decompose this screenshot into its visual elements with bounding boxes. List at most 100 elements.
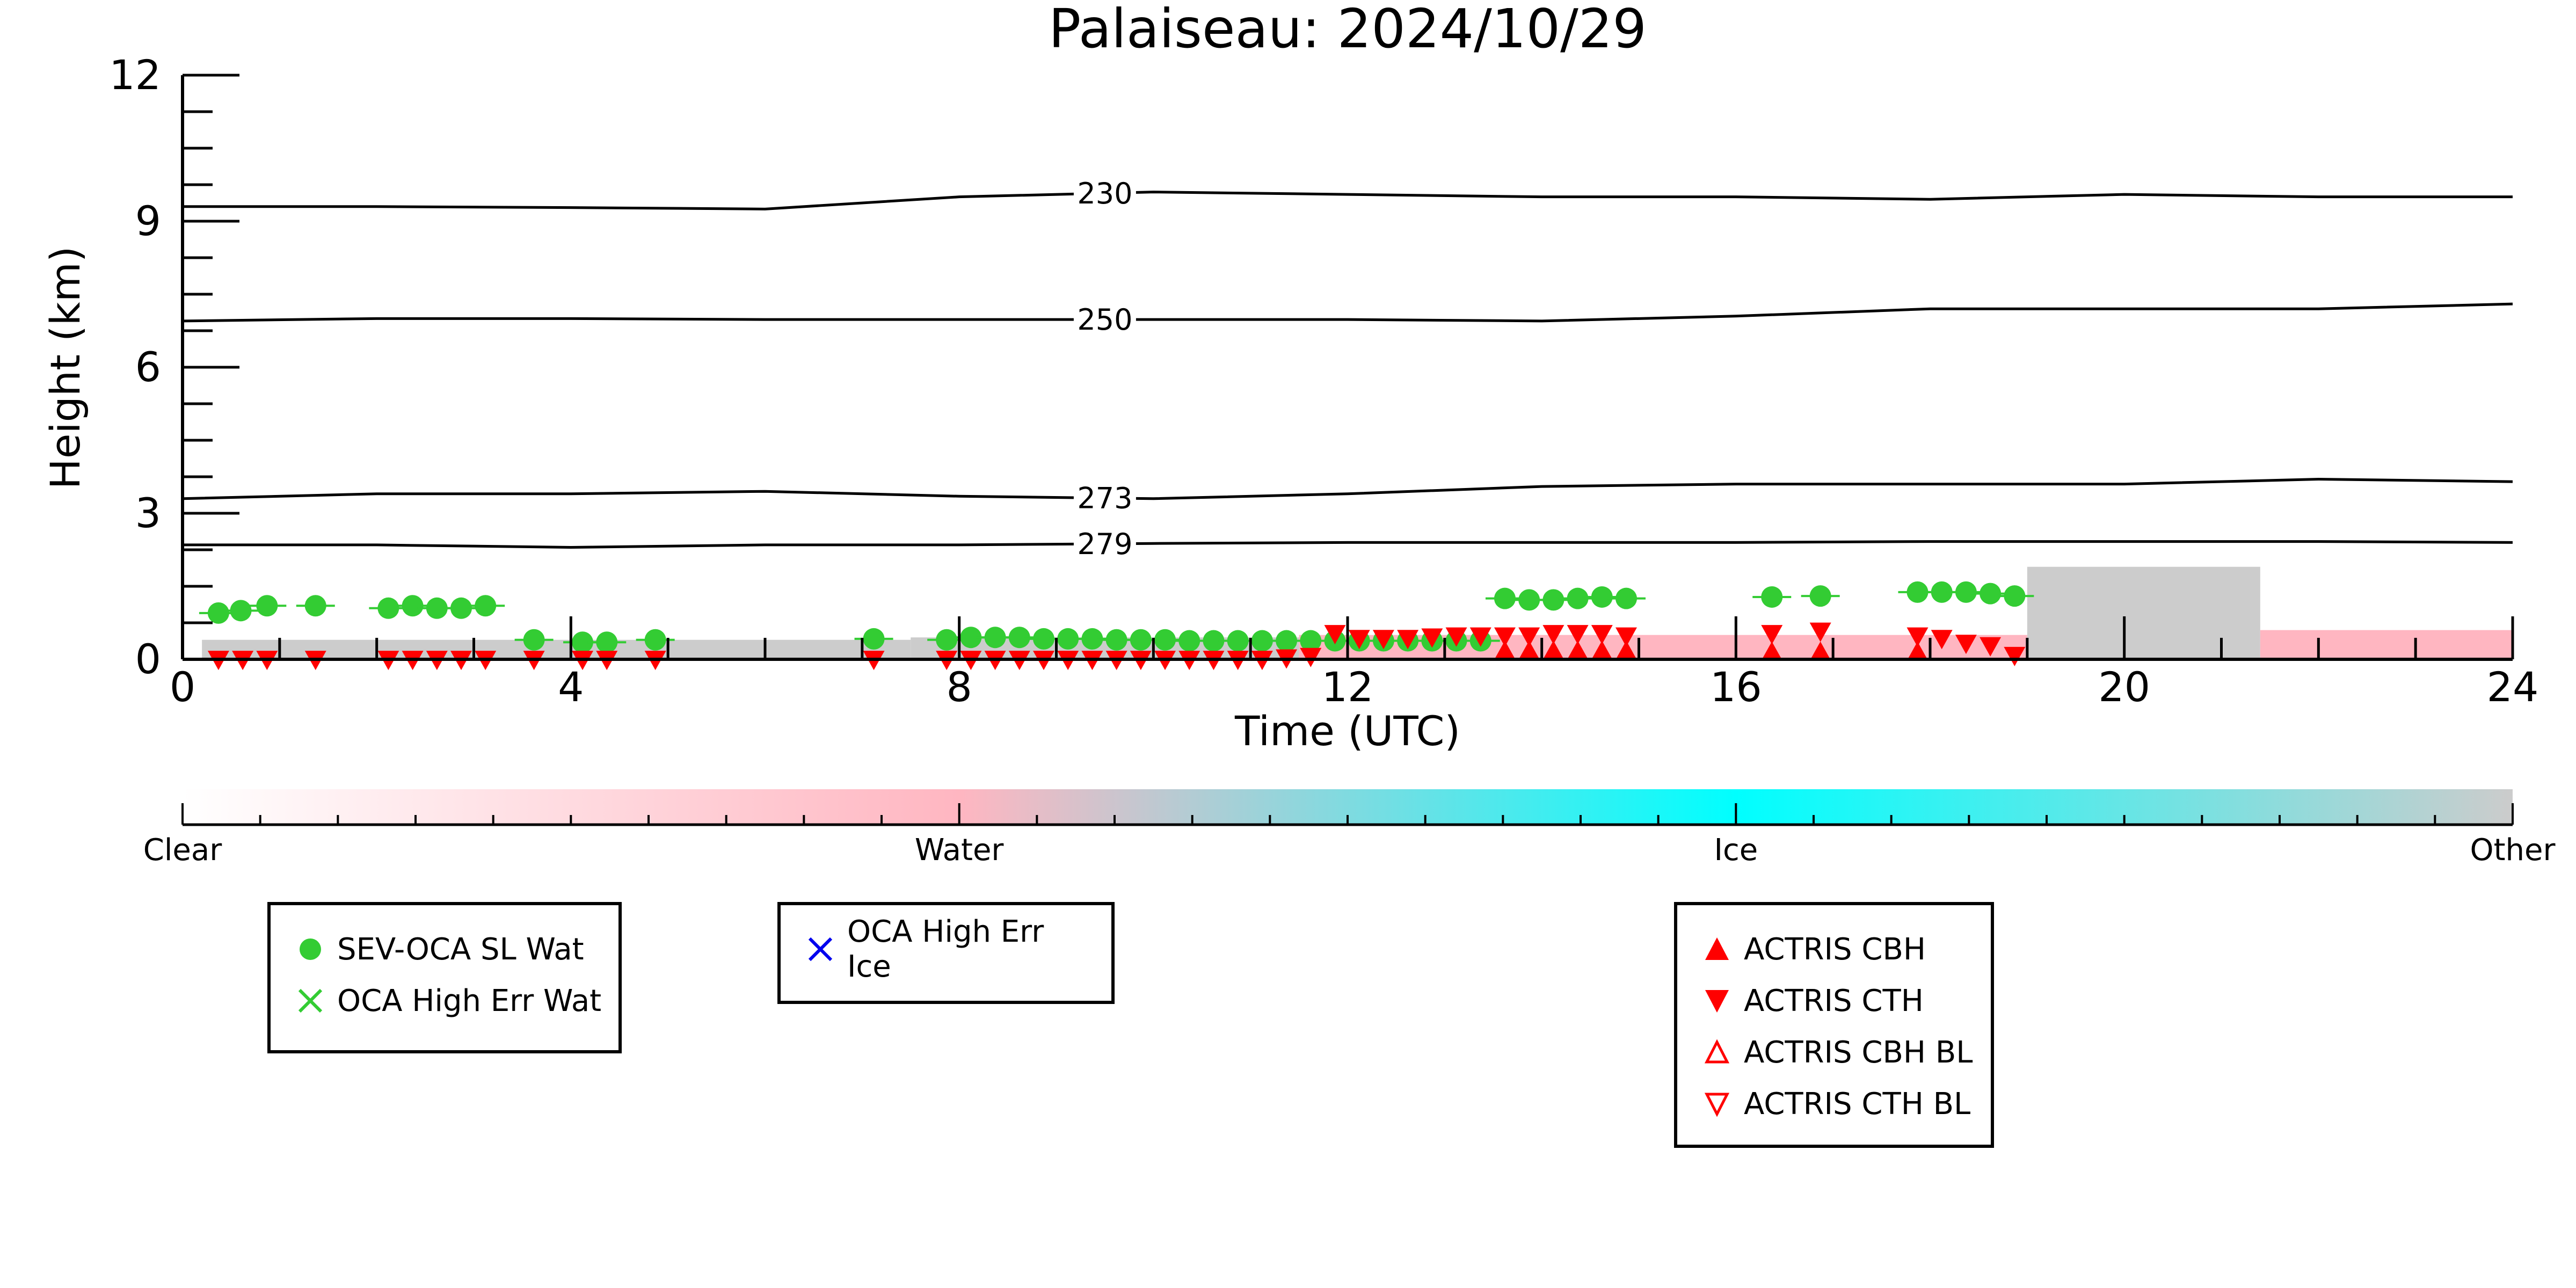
sev-oca-sl-wat-point [1761, 586, 1783, 608]
actris-cth-point [1494, 627, 1516, 647]
actris-cth-point [1615, 627, 1637, 647]
isotherm-line-273 [182, 478, 2513, 500]
sev-oca-sl-wat-point [304, 595, 326, 617]
sev-oca-sl-wat-point [1931, 581, 1953, 603]
isotherm-label-279: 279 [1077, 527, 1132, 561]
sev-oca-sl-wat-point [377, 597, 399, 619]
sev-oca-sl-wat-point [1178, 630, 1200, 652]
legend-oca-ice: OCA High Err Ice [777, 902, 1115, 1004]
isotherm-line-250 [182, 302, 2513, 323]
actris-cth-point [1445, 627, 1467, 647]
sev-oca-sl-wat-point [1008, 627, 1030, 649]
sev-oca-sl-wat-point [1518, 589, 1540, 611]
x-tick-label: 4 [558, 663, 584, 711]
actris-cbh-point [1615, 641, 1637, 660]
colorbar-label-water: Water [915, 833, 1005, 868]
sev-oca-sl-wat-point [1980, 583, 2002, 605]
actris-cth-point [1348, 630, 1370, 650]
actris-cth-point [1761, 625, 1783, 645]
sev-oca-sl-wat-point [1567, 587, 1589, 609]
actris-cth-point [1300, 647, 1322, 667]
actris-cbh-point [1567, 641, 1589, 660]
blue-x-marker-icon [808, 937, 833, 962]
sev-oca-sl-wat-point [426, 597, 448, 619]
legend-oca-water: SEV-OCA SL Wat OCA High Err Wat [267, 902, 622, 1053]
isotherm-label-bg [1073, 482, 1136, 514]
cloud-class-band-water [2260, 630, 2513, 659]
actris-cth-point [1591, 625, 1613, 645]
green-circle-marker-icon [300, 938, 321, 960]
actris-cbh-point [1542, 641, 1564, 660]
sev-oca-sl-wat-point [1276, 630, 1298, 652]
red-triangle-up-open-icon [1704, 1039, 1730, 1064]
y-tick-label: 0 [135, 635, 161, 683]
sev-oca-sl-wat-point [1906, 581, 1929, 603]
sev-oca-sl-wat-point [1130, 629, 1152, 651]
sev-oca-sl-wat-point [1300, 630, 1322, 652]
sev-oca-sl-wat-point [1955, 581, 1977, 603]
sev-oca-sl-wat-point [402, 595, 424, 617]
sev-oca-sl-wat-point [256, 595, 278, 617]
actris-cbh-point [1591, 641, 1613, 660]
sev-oca-sl-wat-point [1809, 585, 1831, 607]
sev-oca-sl-wat-point [475, 595, 497, 617]
sev-oca-sl-wat-point [596, 631, 618, 653]
sev-oca-sl-wat-point [523, 629, 545, 651]
legend-label: ACTRIS CTH [1744, 983, 1924, 1018]
plot-area: 230 250 273 279 0 3 6 9 12 0 4 8 12 16 20 24 [109, 51, 2538, 711]
x-tick-label: 16 [1710, 663, 1762, 711]
actris-cth-point [1542, 625, 1564, 645]
actris-cth-point [1324, 625, 1346, 645]
sev-oca-sl-wat-point [230, 600, 252, 622]
chart-title: Palaiseau: 2024/10/29 [1049, 0, 1647, 60]
isotherm-label-230: 230 [1077, 177, 1132, 210]
sev-oca-sl-wat-point [644, 629, 666, 651]
legend-label: SEV-OCA SL Wat [337, 932, 584, 967]
legend-entry-actris-cbh: ACTRIS CBH [1702, 923, 1975, 975]
legend-entry-oca-high-err-ice: OCA High Err Ice [805, 914, 1095, 984]
legend-entry-sev-oca-sl-wat: SEV-OCA SL Wat [295, 923, 602, 975]
sev-oca-sl-wat-point [1542, 589, 1564, 611]
actris-cbh-point [1761, 641, 1783, 661]
colorbar-label-clear: Clear [143, 833, 222, 868]
legend-label: ACTRIS CTH BL [1744, 1086, 1971, 1122]
sev-oca-sl-wat-point [863, 628, 885, 650]
y-tick-label: 3 [135, 489, 161, 537]
x-tick-label: 20 [2098, 663, 2150, 711]
actris-cth-point [1397, 630, 1419, 650]
sev-oca-sl-wat-point [1057, 628, 1079, 650]
actris-cth-point [1906, 627, 1929, 647]
x-tick-label: 12 [1322, 663, 1374, 711]
red-triangle-up-icon [1705, 937, 1729, 960]
legend-entry-actris-cth: ACTRIS CTH [1702, 975, 1975, 1027]
legend-entry-oca-high-err-wat: OCA High Err Wat [295, 975, 602, 1027]
legend-label: ACTRIS CBH [1744, 932, 1926, 967]
actris-cbh-point [1809, 641, 1831, 661]
colorbar-label-other: Other [2470, 833, 2556, 868]
x-tick-label: 8 [946, 663, 972, 711]
sev-oca-sl-wat-point [1105, 629, 1127, 651]
sev-oca-sl-wat-point [936, 629, 958, 651]
sev-oca-sl-wat-point [450, 597, 472, 619]
actris-cth-point [1421, 628, 1443, 648]
sev-oca-sl-wat-point [572, 631, 594, 653]
sev-oca-sl-wat-point [2004, 585, 2026, 607]
green-x-marker-icon [298, 988, 323, 1013]
isotherm-line-230 [183, 191, 2513, 210]
actris-cbh-point [1906, 641, 1929, 661]
isotherm-label-250: 250 [1077, 303, 1132, 337]
red-triangle-down-icon [1705, 990, 1729, 1013]
sev-oca-sl-wat-point [1494, 587, 1516, 609]
actris-cth-point [1931, 630, 1953, 650]
sev-oca-sl-wat-point [984, 627, 1006, 649]
cloud-class-band-water [1299, 635, 2027, 659]
sev-oca-sl-wat-point [1032, 628, 1054, 650]
sev-oca-sl-wat-point [1203, 630, 1225, 652]
legend-label: OCA High Err Ice [847, 914, 1044, 984]
actris-cbh-point [1494, 641, 1516, 660]
legend-label: ACTRIS CBH BL [1744, 1035, 1973, 1070]
x-tick-label: 0 [170, 663, 195, 711]
y-tick-label: 9 [135, 197, 161, 245]
actris-cth-point [1980, 637, 2002, 657]
